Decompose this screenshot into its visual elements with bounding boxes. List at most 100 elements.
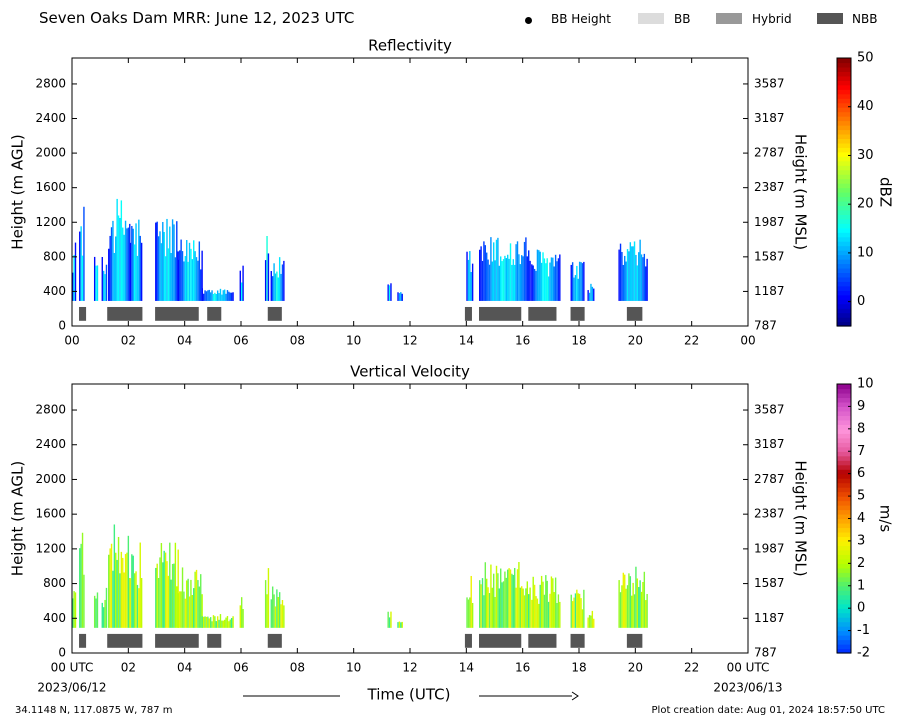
colorbar-tick-label: 4 (857, 511, 865, 526)
colorbar-band (837, 496, 851, 502)
colorbar-band (837, 621, 851, 627)
echo-data (72, 524, 648, 628)
echo-strip (129, 242, 132, 301)
echo-strip (115, 236, 117, 301)
echo-strip (222, 620, 224, 628)
echo-strip (201, 616, 203, 628)
colorbar-band (837, 419, 851, 425)
echo-strip (109, 548, 111, 628)
echo-strip (500, 568, 502, 628)
echo-strip (518, 562, 520, 628)
echo-strip (81, 532, 84, 628)
echo-strip (239, 605, 241, 628)
echo-strip (135, 571, 137, 628)
colorbar-band (837, 639, 851, 645)
echo-strip (127, 535, 130, 628)
echo-column (479, 237, 531, 301)
colorbar-tick-label: 2 (857, 556, 865, 571)
colorbar-band (837, 397, 851, 403)
echo-strip (487, 259, 489, 301)
echo-strip (495, 565, 498, 628)
echo-strip (133, 573, 136, 628)
echo-strip (187, 578, 189, 628)
echo-column (93, 256, 99, 301)
echo-strip (170, 253, 172, 301)
colorbar-band (837, 491, 851, 497)
colorbar-band (837, 303, 851, 309)
echo-strip (108, 248, 110, 301)
echo-strip (120, 551, 123, 628)
echo-strip (576, 265, 578, 301)
colorbar-band (837, 428, 851, 434)
echo-strip (123, 572, 125, 628)
colorbar-band (837, 617, 851, 623)
echo-strip (625, 588, 627, 628)
echo-strip (209, 617, 212, 628)
echo-strip (171, 219, 174, 301)
echo-strip (491, 261, 494, 301)
echo-strip (642, 257, 644, 301)
echo-column (239, 597, 244, 628)
x-tick-label: 16 (515, 661, 530, 675)
echo-strip (591, 610, 594, 628)
colorbar-band (837, 254, 851, 260)
echo-strip (164, 256, 167, 301)
echo-strip (191, 259, 194, 301)
x-tick-label: 12 (402, 334, 417, 348)
echo-strip (138, 588, 140, 628)
colorbar-band (837, 384, 851, 390)
echo-strip (646, 258, 648, 301)
echo-strip (387, 284, 389, 301)
echo-strip (126, 552, 128, 628)
echo-strip (266, 594, 268, 628)
echo-strip (635, 254, 637, 301)
colorbar-band (837, 281, 851, 287)
echo-strip (553, 266, 555, 301)
echo-strip (108, 554, 110, 628)
panel-title: Vertical Velocity (350, 363, 470, 381)
echo-column (101, 256, 108, 301)
panel-title: Reflectivity (368, 37, 452, 55)
echo-strip (504, 571, 506, 628)
echo-strip (105, 587, 108, 628)
echo-strip (180, 239, 182, 301)
echo-strip (545, 575, 547, 628)
colorbar-band (837, 178, 851, 184)
echo-strip (538, 250, 540, 301)
echo-strip (240, 597, 243, 628)
colorbar-label: m/s (877, 505, 895, 533)
bb-segment-nbb (207, 306, 222, 321)
echo-strip (163, 550, 165, 628)
echo-strip (72, 272, 74, 301)
colorbar-tick-label: 0 (857, 294, 865, 309)
echo-strip (126, 228, 128, 301)
colorbar-band (837, 223, 851, 229)
colorbar-band (837, 558, 851, 564)
echo-strip (113, 524, 116, 628)
echo-strip (559, 254, 561, 301)
colorbar-band (837, 460, 851, 466)
echo-strip (136, 584, 139, 628)
colorbar-tick-label: 40 (857, 99, 874, 114)
colorbar-band (837, 437, 851, 443)
colorbar-band (837, 93, 851, 99)
x-tick-label: 04 (177, 334, 192, 348)
echo-strip (539, 251, 541, 301)
echo-strip (398, 293, 401, 301)
echo-strip (619, 243, 622, 301)
colorbar-band (837, 133, 851, 139)
echo-column (387, 611, 392, 628)
echo-strip (110, 227, 113, 301)
echo-column (201, 288, 234, 301)
echo-column (177, 567, 203, 628)
y-right-tick-label: 1587 (754, 576, 785, 590)
echo-column (79, 206, 85, 301)
echo-strip (493, 242, 495, 301)
echo-strip (508, 568, 510, 628)
echo-strip (273, 263, 275, 301)
echo-strip (552, 578, 554, 628)
echo-strip (216, 616, 219, 628)
echo-strip (101, 602, 103, 628)
echo-strip (523, 595, 526, 628)
y-axis-label: Height (m AGL) (9, 134, 27, 249)
